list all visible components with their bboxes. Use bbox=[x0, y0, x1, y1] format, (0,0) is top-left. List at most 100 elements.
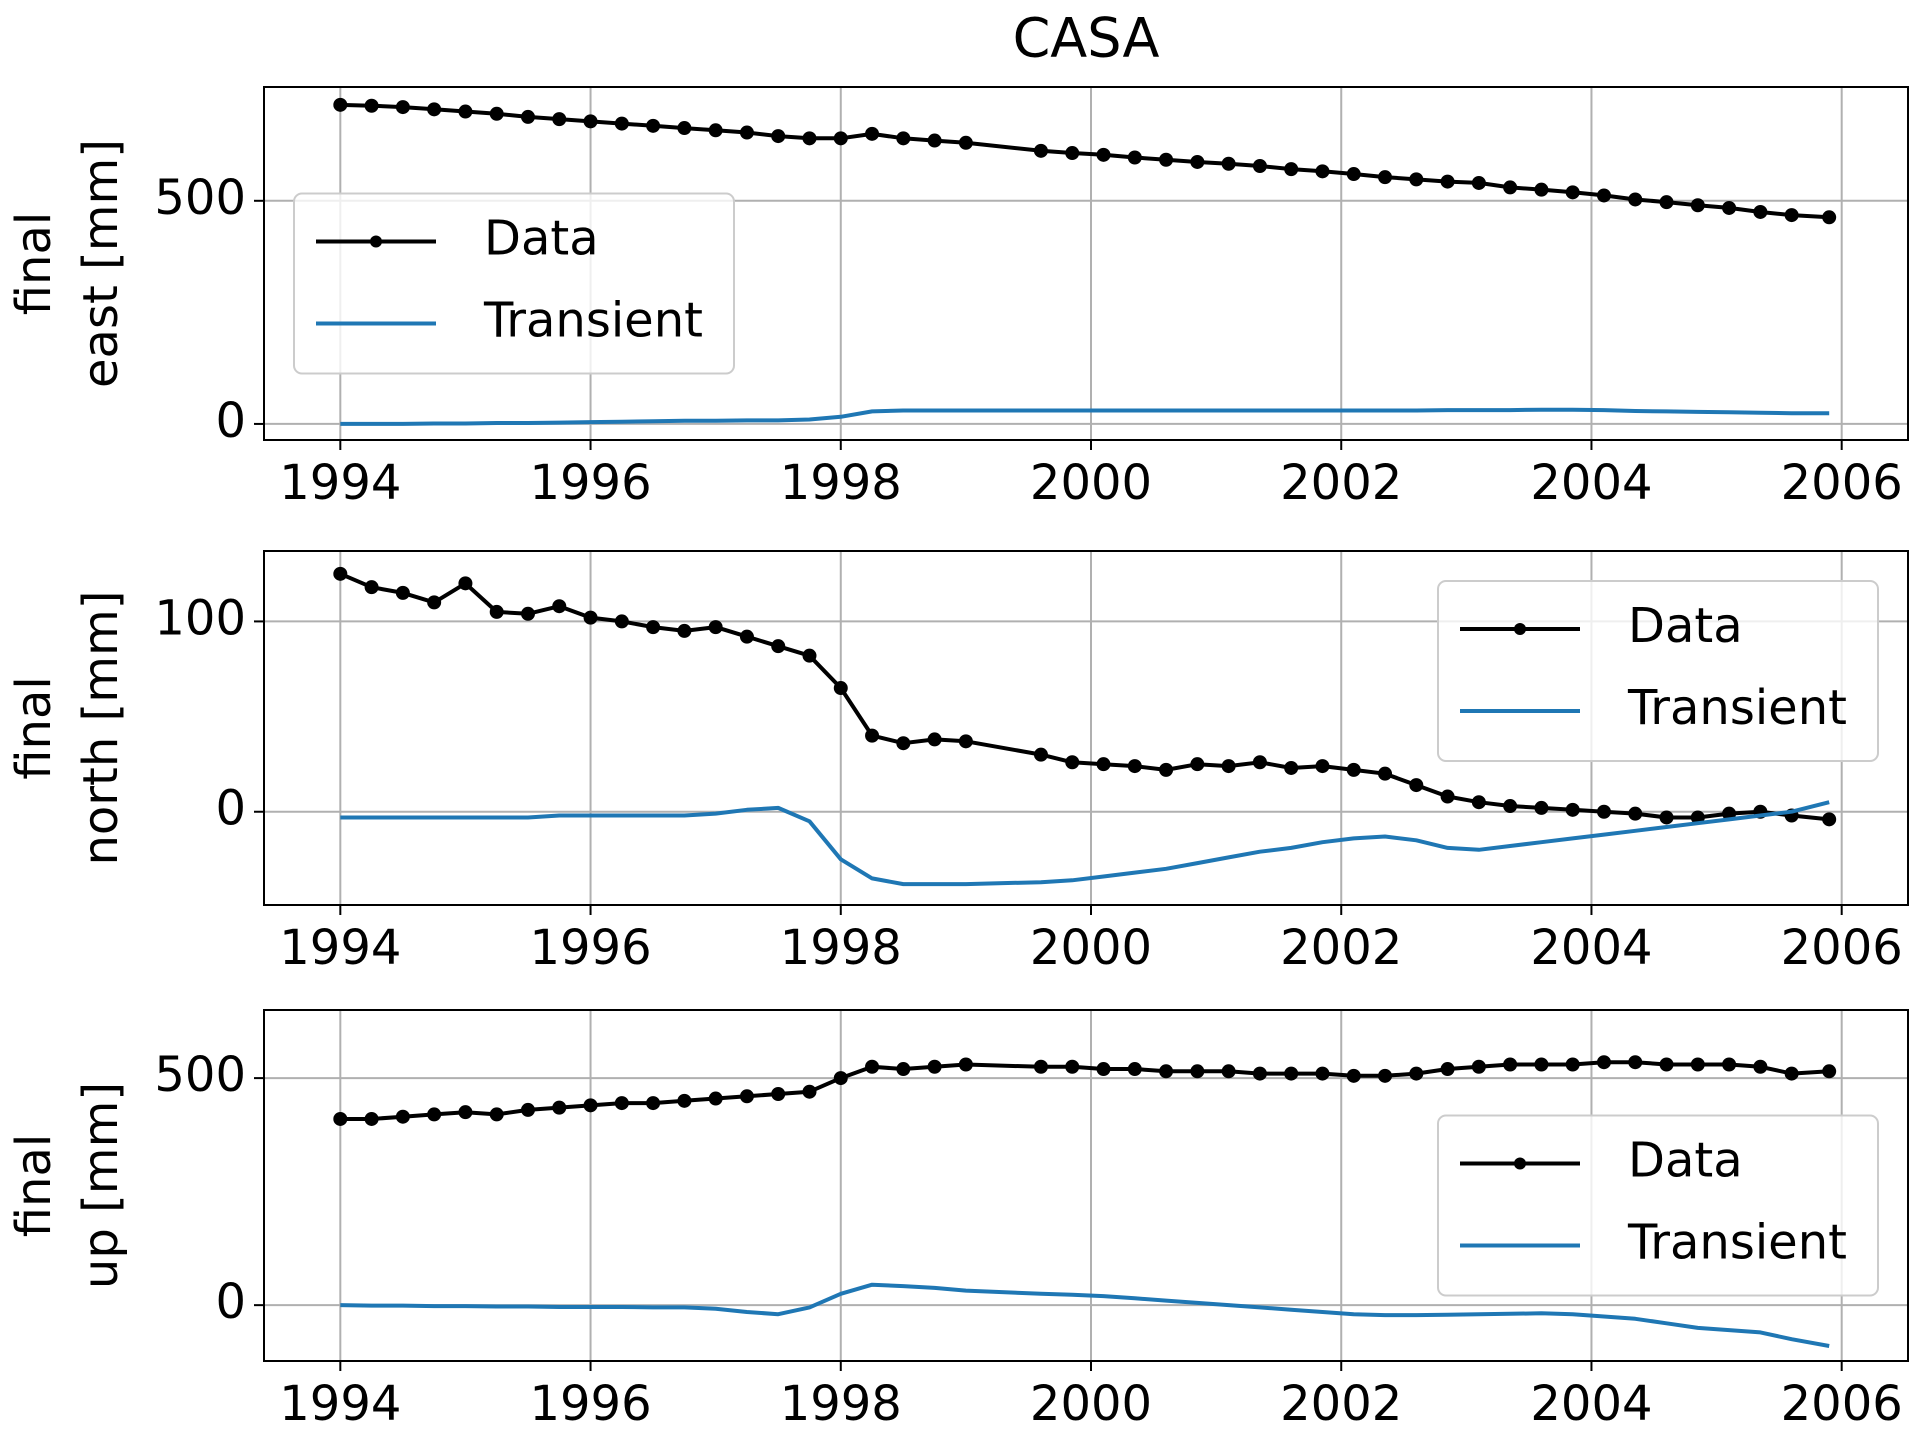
x-tick-label: 1998 bbox=[780, 920, 902, 976]
data-point bbox=[520, 109, 535, 124]
data-point bbox=[1252, 1066, 1267, 1081]
data-point bbox=[927, 133, 942, 148]
data-point bbox=[896, 131, 911, 146]
data-point bbox=[1378, 1068, 1393, 1083]
data-point bbox=[1033, 747, 1048, 762]
data-point bbox=[1503, 799, 1518, 814]
legend-box bbox=[1437, 1114, 1879, 1297]
x-tick-label: 2000 bbox=[1030, 1376, 1152, 1432]
data-point bbox=[333, 566, 348, 581]
data-point bbox=[583, 610, 598, 625]
data-point bbox=[802, 131, 817, 146]
data-point bbox=[1190, 154, 1205, 169]
data-point bbox=[802, 648, 817, 663]
data-point bbox=[1659, 1057, 1674, 1072]
y-tick-label: 0 bbox=[215, 781, 246, 837]
data-point bbox=[1315, 1066, 1330, 1081]
data-point bbox=[614, 614, 629, 629]
data-point bbox=[1159, 1064, 1174, 1079]
data-point bbox=[427, 1107, 442, 1122]
data-point bbox=[427, 595, 442, 610]
legend-label: Data bbox=[1628, 598, 1743, 654]
data-point bbox=[520, 606, 535, 621]
legend-label: Transient bbox=[1627, 1215, 1847, 1271]
data-point bbox=[1409, 778, 1424, 793]
data-point bbox=[833, 681, 848, 696]
data-point bbox=[552, 599, 567, 614]
data-point bbox=[333, 1111, 348, 1126]
data-point bbox=[427, 102, 442, 117]
x-tick-label: 1996 bbox=[529, 455, 651, 511]
data-point bbox=[1534, 1057, 1549, 1072]
data-point bbox=[1221, 759, 1236, 774]
data-point bbox=[1033, 1059, 1048, 1074]
data-point bbox=[1534, 800, 1549, 815]
data-point bbox=[614, 1096, 629, 1111]
legend-label: Transient bbox=[483, 293, 703, 349]
plot-area bbox=[333, 97, 1837, 426]
data-point bbox=[739, 125, 754, 140]
data-point bbox=[677, 1093, 692, 1108]
data-point bbox=[1315, 759, 1330, 774]
data-point bbox=[1252, 158, 1267, 173]
x-tick-label: 2006 bbox=[1781, 920, 1903, 976]
data-point bbox=[1722, 200, 1737, 215]
y-axis-label: final bbox=[6, 1134, 62, 1237]
data-point bbox=[958, 734, 973, 749]
data-point bbox=[458, 576, 473, 591]
x-tick-label: 2002 bbox=[1280, 920, 1402, 976]
data-point bbox=[865, 728, 880, 743]
data-point bbox=[1440, 174, 1455, 189]
data-point bbox=[489, 604, 504, 619]
data-point bbox=[395, 585, 410, 600]
data-point bbox=[333, 97, 348, 112]
data-point bbox=[771, 639, 786, 654]
data-point bbox=[1822, 812, 1837, 827]
axes-frame bbox=[263, 86, 1909, 441]
x-tick-label: 1996 bbox=[529, 920, 651, 976]
data-point bbox=[1096, 757, 1111, 772]
data-point bbox=[1284, 162, 1299, 177]
legend-marker bbox=[370, 235, 382, 248]
data-point bbox=[1159, 762, 1174, 777]
x-tick-label: 1994 bbox=[279, 920, 401, 976]
data-point bbox=[739, 629, 754, 644]
axes-frame bbox=[263, 1009, 1909, 1362]
data-point bbox=[1628, 806, 1643, 821]
y-tick-label: 0 bbox=[215, 1274, 246, 1330]
data-point bbox=[865, 126, 880, 141]
x-tick-label: 1996 bbox=[529, 1376, 651, 1432]
y-tick-label: 500 bbox=[154, 1047, 246, 1103]
data-point bbox=[489, 106, 504, 121]
data-point bbox=[896, 736, 911, 751]
data-point bbox=[1565, 185, 1580, 200]
data-point bbox=[1346, 167, 1361, 182]
data-point bbox=[1190, 1064, 1205, 1079]
x-tick-label: 1994 bbox=[279, 1376, 401, 1432]
data-point bbox=[1033, 143, 1048, 158]
data-point bbox=[1534, 182, 1549, 197]
x-tick-label: 2004 bbox=[1530, 920, 1652, 976]
plot-area bbox=[333, 566, 1837, 887]
data-point bbox=[802, 1084, 817, 1099]
data-point bbox=[1127, 150, 1142, 165]
y-axis-label: up [mm] bbox=[73, 1082, 129, 1289]
y-tick-label: 500 bbox=[154, 170, 246, 226]
data-point bbox=[1190, 757, 1205, 772]
series-line bbox=[340, 1282, 1830, 1348]
data-point bbox=[1096, 1062, 1111, 1077]
x-tick-label: 2006 bbox=[1781, 455, 1903, 511]
data-point bbox=[1284, 1066, 1299, 1081]
data-point bbox=[458, 1105, 473, 1120]
legend-box bbox=[293, 192, 735, 375]
data-point bbox=[677, 623, 692, 638]
data-point bbox=[1065, 1059, 1080, 1074]
data-point bbox=[1096, 147, 1111, 162]
data-point bbox=[1753, 1059, 1768, 1074]
data-point bbox=[583, 1098, 598, 1113]
data-point bbox=[1221, 156, 1236, 171]
data-point bbox=[1503, 180, 1518, 195]
data-point bbox=[1159, 152, 1174, 167]
legend-marker bbox=[1514, 1157, 1526, 1170]
